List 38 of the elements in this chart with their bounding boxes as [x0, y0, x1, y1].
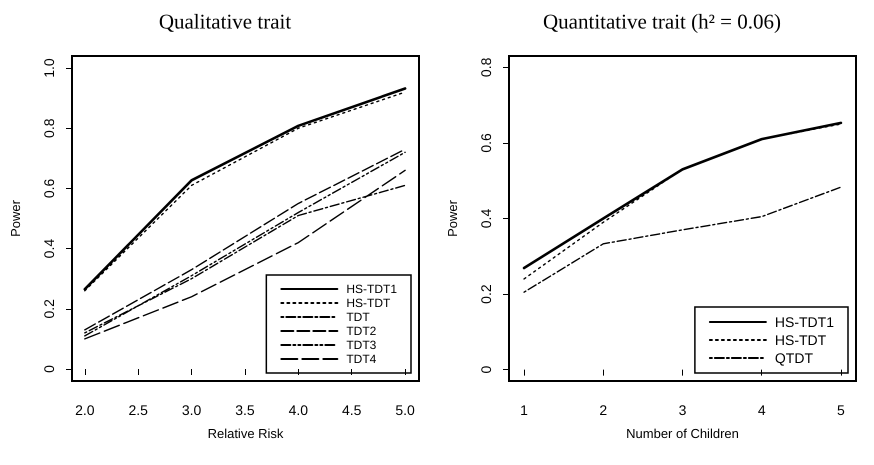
y-tick-label: 0.6 [478, 132, 494, 153]
x-tick-label: 4.0 [288, 402, 308, 418]
x-tick-label: 1 [520, 402, 528, 418]
x-tick-label: 5 [837, 402, 846, 418]
y-tick-label: 0.6 [41, 178, 57, 198]
legend-label: TDT2 [346, 324, 377, 338]
chart-title: Qualitative trait [158, 10, 292, 34]
legend-label: HS-TDT [774, 332, 827, 348]
legend-label: TDT4 [346, 352, 377, 366]
y-tick-label: 0.2 [41, 298, 57, 319]
legend-label: TDT [346, 310, 370, 324]
x-tick-label: 4 [758, 402, 766, 418]
x-tick-label: 4.5 [342, 402, 362, 418]
y-axis-title: Power [445, 199, 460, 237]
y-tick-label: 0.4 [41, 238, 57, 258]
y-tick-label: 0.8 [41, 118, 57, 138]
x-axis-title: Number of Children [626, 426, 739, 441]
legend-label: HS-TDT1 [774, 314, 834, 330]
y-axis-title: Power [8, 199, 23, 237]
y-tick-label: 0 [478, 366, 494, 374]
x-tick-label: 3.5 [235, 402, 255, 418]
y-tick-label: 1.0 [41, 58, 57, 78]
y-tick-label: 0.4 [478, 208, 494, 228]
chart-title: Quantitative trait (h² = 0.06) [543, 10, 781, 34]
x-axis-title: Relative Risk [208, 426, 284, 441]
x-tick-label: 2.0 [75, 402, 95, 418]
x-tick-label: 3 [678, 402, 687, 418]
x-tick-label: 3.0 [182, 402, 202, 418]
x-tick-label: 5.0 [395, 402, 416, 418]
y-tick-label: 0.2 [478, 284, 494, 304]
legend-label: QTDT [774, 350, 814, 366]
y-tick-label: 0 [41, 364, 57, 373]
y-tick-label: 0.8 [478, 57, 494, 78]
x-tick-label: 2.5 [128, 402, 148, 418]
legend-label: TDT3 [346, 338, 377, 352]
legend-label: HS-TDT1 [346, 282, 398, 296]
x-tick-label: 2 [599, 402, 608, 418]
legend-label: HS-TDT [346, 296, 391, 310]
